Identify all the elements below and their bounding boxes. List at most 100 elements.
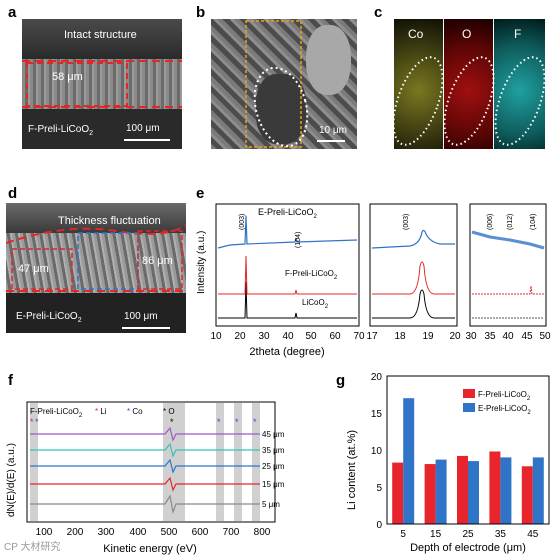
panel-e-inset1-blue bbox=[371, 229, 455, 249]
g-ylabel: Li content (at.%) bbox=[346, 430, 358, 510]
panel-c-map-f: F bbox=[494, 19, 545, 149]
g-bar-e-15 bbox=[435, 459, 447, 524]
panel-e-xtick: 20 bbox=[234, 331, 246, 342]
panel-d-material-sub: 2 bbox=[77, 317, 82, 324]
panel-e-xtick: 70 bbox=[353, 331, 365, 342]
g-legend-label: E-Preli-LiCoO2 bbox=[478, 404, 531, 416]
panel-f-legend-o: * O bbox=[163, 407, 175, 416]
g-bar-f-25 bbox=[457, 455, 468, 524]
panel-c-map-o: O bbox=[444, 19, 493, 149]
panel-f-ylabel: dN(E)/d(E) (a.u.) bbox=[6, 443, 17, 517]
panel-e-series-label-f: F-Preli-LiCoO2 bbox=[285, 269, 338, 281]
panel-f-depth-15: 15 μm bbox=[262, 480, 285, 489]
panel-e-inset2-xtick: 40 bbox=[502, 331, 514, 342]
panel-e-peak-104: (104) bbox=[295, 232, 302, 248]
panel-f-xtick: 300 bbox=[98, 527, 115, 538]
panel-f-line-5 bbox=[30, 494, 260, 515]
panel-d-thickness-right: 86 μm bbox=[142, 255, 173, 267]
panel-a-caption-top: Intact structure bbox=[64, 29, 137, 41]
g-xticks: 5 15 25 35 45 bbox=[400, 529, 538, 540]
panel-c-ellipses bbox=[394, 56, 545, 146]
panel-e-inset2-label: (012) bbox=[507, 214, 514, 230]
panel-e-xrd: E-Preli-LiCoO2 F-Preli-LiCoO2 LiCoO2 (00… bbox=[196, 203, 551, 358]
panel-c-map-f-label: F bbox=[514, 27, 522, 41]
panel-e-xlabel: 2theta (degree) bbox=[249, 346, 324, 358]
panel-g-chart: 0 5 10 15 20 5 15 25 35 45 F-Preli-LiCoO2 E-Preli… bbox=[346, 372, 550, 554]
panel-f-line-15 bbox=[30, 476, 260, 492]
panel-f-depth-35: 35 μm bbox=[262, 446, 285, 455]
g-bar-e-45 bbox=[532, 457, 544, 524]
panel-e-series-label-e: E-Preli-LiCoO2 bbox=[258, 207, 318, 220]
panel-f-star-co1: * bbox=[217, 417, 221, 427]
panel-f-line-35 bbox=[30, 442, 260, 458]
g-frame bbox=[386, 375, 550, 525]
g-yticks: 0 5 10 15 20 bbox=[371, 372, 383, 531]
g-xtick: 25 bbox=[462, 529, 474, 540]
panel-c-map-co: Co bbox=[394, 19, 443, 149]
panel-e-inset2-xtick: 30 bbox=[465, 331, 477, 342]
panel-e-xtick: 30 bbox=[258, 331, 270, 342]
panel-f-band-li bbox=[30, 403, 38, 521]
panel-e-inset2-xtick: 35 bbox=[484, 331, 496, 342]
g-ytick: 15 bbox=[371, 409, 383, 420]
panel-f-xlabel: Kinetic energy (eV) bbox=[103, 543, 197, 555]
panel-f-line-25 bbox=[30, 458, 260, 474]
panel-d-letter: d bbox=[8, 185, 18, 202]
panel-a-scalebar-label: 100 μm bbox=[126, 123, 160, 134]
panel-f-line-45 bbox=[30, 426, 260, 442]
panel-b-letter: b bbox=[196, 4, 206, 21]
panel-a-thickness: 58 μm bbox=[52, 71, 83, 83]
g-bar-f-35 bbox=[489, 451, 501, 524]
panel-f-band-co2 bbox=[234, 403, 242, 521]
panel-f-star-o: * bbox=[170, 417, 174, 427]
panel-d-material-text: E-Preli-LiCoO bbox=[16, 311, 78, 322]
panel-e-inset1-xtick: 19 bbox=[422, 331, 434, 342]
panel-e-inset2-xtick: 50 bbox=[539, 331, 551, 342]
panel-e-inset1-frame bbox=[369, 203, 458, 327]
panel-e-inset2-label: (006) bbox=[487, 214, 494, 230]
panel-g-letter: g bbox=[336, 372, 346, 389]
g-bars bbox=[392, 398, 544, 524]
panel-f-star-co3: * bbox=[253, 417, 257, 427]
g-xlabel: Depth of electrode (μm) bbox=[410, 542, 526, 554]
panel-e-inset2-label: (104) bbox=[530, 214, 537, 230]
panel-f-auger: 45 μm 35 μm 25 μm 15 μm 5 μm F-Preli-LiC… bbox=[6, 401, 285, 555]
panel-f-xtick: 700 bbox=[223, 527, 240, 538]
panel-d-scalebar-label: 100 μm bbox=[124, 311, 158, 322]
g-bar-e-5 bbox=[403, 398, 415, 524]
panel-e-xtick: 60 bbox=[329, 331, 341, 342]
panel-f-star-li: * bbox=[30, 417, 34, 427]
g-ytick: 5 bbox=[376, 483, 382, 494]
panel-d-thickness-left: 47 μm bbox=[18, 263, 49, 275]
panel-e-peak-003: (003) bbox=[239, 214, 246, 230]
panel-b-sem-image: 10 μm bbox=[211, 19, 357, 149]
g-bar-f-15 bbox=[424, 464, 436, 524]
panel-f-star-li2: * bbox=[35, 417, 39, 427]
g-legend-swatch bbox=[463, 389, 475, 398]
panel-e-trace-e bbox=[217, 215, 358, 249]
panel-f-letter: f bbox=[8, 372, 13, 389]
g-legend-label: F-Preli-LiCoO2 bbox=[478, 390, 531, 402]
panel-f-xtick: 400 bbox=[130, 527, 147, 538]
panel-e-inset1-red bbox=[372, 261, 455, 295]
panel-a-scalebar-line bbox=[124, 139, 170, 141]
g-ytick: 10 bbox=[371, 446, 383, 457]
watermark: CP 大材研究 bbox=[4, 542, 61, 553]
panel-e-ylabel: Intensity (a.u.) bbox=[196, 231, 207, 294]
g-bar-e-25 bbox=[468, 461, 479, 524]
panel-c-letter: c bbox=[374, 4, 383, 21]
panel-f-xtick: 500 bbox=[161, 527, 178, 538]
panel-d-material: E-Preli-LiCoO2 bbox=[16, 311, 82, 324]
panel-a-material-text: F-Preli-LiCoO bbox=[28, 124, 90, 135]
panel-e-inset1-black bbox=[372, 289, 455, 319]
panel-f-depth-45: 45 μm bbox=[262, 430, 285, 439]
panel-e-main-frame bbox=[215, 203, 360, 327]
panel-e-series-label-l: LiCoO2 bbox=[302, 298, 329, 310]
panel-e-inset1-label: (003) bbox=[403, 214, 410, 230]
panel-e-inset2-xtick: 45 bbox=[521, 331, 533, 342]
panel-f-xtick: 200 bbox=[67, 527, 84, 538]
panel-e-trace-f bbox=[218, 255, 357, 295]
panel-e-xtick: 40 bbox=[282, 331, 294, 342]
panel-f-depth-25: 25 μm bbox=[262, 462, 285, 471]
panel-b-scalebar-line bbox=[317, 140, 345, 142]
